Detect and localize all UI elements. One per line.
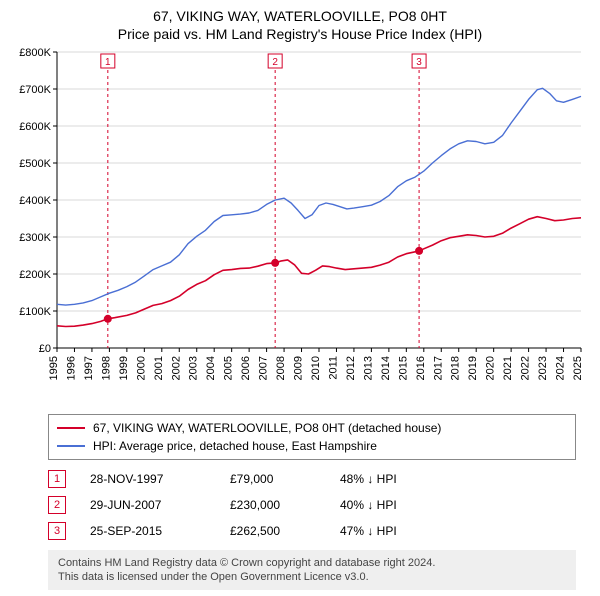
svg-text:£800K: £800K (19, 48, 51, 59)
footer-line2: This data is licensed under the Open Gov… (58, 570, 566, 584)
transactions-table: 1 28-NOV-1997£79,00048% ↓ HPI 2 29-JUN-2007… (48, 466, 576, 544)
svg-text:2012: 2012 (345, 356, 357, 380)
svg-text:2006: 2006 (240, 356, 252, 380)
svg-text:2020: 2020 (485, 356, 497, 380)
transaction-marker: 3 (48, 522, 66, 540)
footer-line1: Contains HM Land Registry data © Crown c… (58, 556, 566, 570)
svg-text:1999: 1999 (118, 356, 130, 380)
svg-text:2016: 2016 (415, 356, 427, 380)
svg-text:2001: 2001 (153, 356, 165, 380)
svg-text:3: 3 (416, 57, 422, 68)
transaction-date: 28-NOV-1997 (90, 472, 230, 486)
transaction-date: 25-SEP-2015 (90, 524, 230, 538)
svg-text:2019: 2019 (467, 356, 479, 380)
svg-text:1: 1 (105, 57, 111, 68)
svg-text:£300K: £300K (19, 232, 51, 244)
svg-text:2021: 2021 (502, 356, 514, 380)
transaction-price: £79,000 (230, 472, 340, 486)
svg-text:1998: 1998 (100, 356, 112, 380)
svg-text:2015: 2015 (397, 356, 409, 380)
transaction-price: £230,000 (230, 498, 340, 512)
legend-label: HPI: Average price, detached house, East… (93, 437, 377, 455)
transaction-hpi: 47% ↓ HPI (340, 524, 450, 538)
transaction-date: 29-JUN-2007 (90, 498, 230, 512)
page-title-address: 67, VIKING WAY, WATERLOOVILLE, PO8 0HT (10, 8, 590, 24)
transaction-row: 2 29-JUN-2007£230,00040% ↓ HPI (48, 492, 576, 518)
footer-licence: Contains HM Land Registry data © Crown c… (48, 550, 576, 590)
svg-text:£100K: £100K (19, 306, 51, 318)
svg-text:£500K: £500K (19, 158, 51, 170)
transaction-hpi: 40% ↓ HPI (340, 498, 450, 512)
svg-text:2005: 2005 (223, 356, 235, 380)
svg-text:2022: 2022 (520, 356, 532, 380)
svg-text:2004: 2004 (205, 356, 217, 380)
legend-box: 67, VIKING WAY, WATERLOOVILLE, PO8 0HT (… (48, 414, 576, 460)
svg-text:2008: 2008 (275, 356, 287, 380)
svg-text:2013: 2013 (362, 356, 374, 380)
svg-text:2011: 2011 (327, 356, 339, 380)
transaction-hpi: 48% ↓ HPI (340, 472, 450, 486)
svg-text:2007: 2007 (258, 356, 270, 380)
svg-text:2024: 2024 (555, 356, 567, 380)
legend-label: 67, VIKING WAY, WATERLOOVILLE, PO8 0HT (… (93, 419, 441, 437)
svg-text:2003: 2003 (188, 356, 200, 380)
svg-text:2018: 2018 (450, 356, 462, 380)
svg-text:2002: 2002 (170, 356, 182, 380)
transaction-marker: 1 (48, 470, 66, 488)
svg-text:1995: 1995 (48, 356, 60, 380)
transaction-row: 1 28-NOV-1997£79,00048% ↓ HPI (48, 466, 576, 492)
svg-text:£200K: £200K (19, 269, 51, 281)
svg-text:2010: 2010 (310, 356, 322, 380)
transaction-marker: 2 (48, 496, 66, 514)
svg-text:£700K: £700K (19, 84, 51, 96)
transaction-price: £262,500 (230, 524, 340, 538)
svg-text:£600K: £600K (19, 121, 51, 133)
svg-text:2014: 2014 (380, 356, 392, 380)
svg-text:1996: 1996 (65, 356, 77, 380)
svg-text:£400K: £400K (19, 195, 51, 207)
transaction-row: 3 25-SEP-2015£262,50047% ↓ HPI (48, 518, 576, 544)
price-chart: £0 £100K £200K £300K £400K £500K £600K £700K £80… (11, 48, 589, 408)
svg-text:2000: 2000 (135, 356, 147, 380)
legend-item: 67, VIKING WAY, WATERLOOVILLE, PO8 0HT (… (57, 419, 567, 437)
svg-text:2009: 2009 (293, 356, 305, 380)
svg-text:2023: 2023 (537, 356, 549, 380)
svg-text:2017: 2017 (432, 356, 444, 380)
svg-text:1997: 1997 (83, 356, 95, 380)
svg-text:£0: £0 (39, 343, 51, 355)
legend-swatch (57, 427, 85, 429)
page-title-subtitle: Price paid vs. HM Land Registry's House … (10, 26, 590, 42)
legend-swatch (57, 445, 85, 447)
svg-text:2: 2 (272, 57, 278, 68)
svg-text:2025: 2025 (572, 356, 584, 380)
legend-item: HPI: Average price, detached house, East… (57, 437, 567, 455)
